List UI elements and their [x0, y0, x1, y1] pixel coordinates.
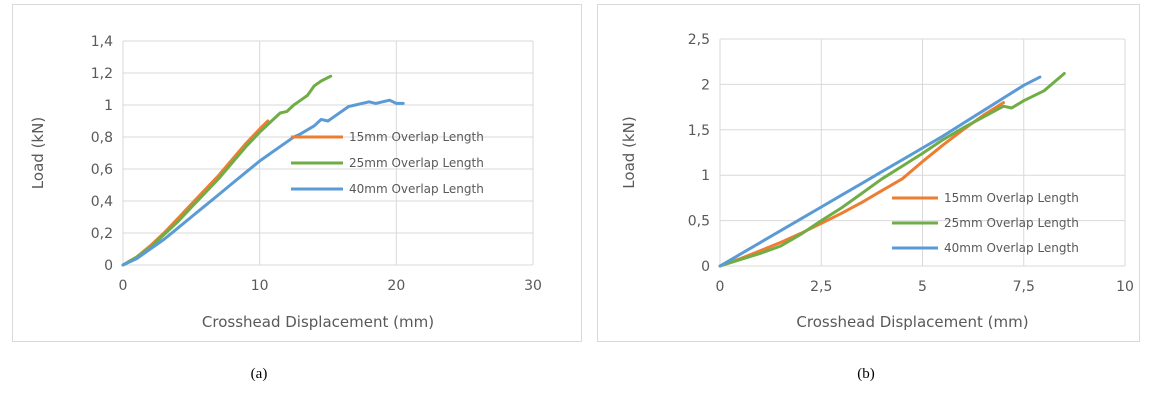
series-line-3 [121, 98, 405, 267]
series-line-3 [718, 75, 1042, 268]
y-tick-label: 0,6 [91, 162, 113, 178]
panel-label-a: (a) [250, 366, 268, 382]
gridlines [719, 38, 1126, 267]
legend-label: 15mm Overlap Length [944, 191, 1079, 205]
series-line-1 [718, 101, 1005, 268]
panel-label-b: (b) [857, 366, 875, 382]
legend-label: 25mm Overlap Length [349, 156, 484, 170]
y-axis-title: Load (kN) [29, 117, 47, 189]
series-line-1 [121, 119, 270, 267]
y-tick-label: 0,8 [91, 130, 113, 146]
legend: 15mm Overlap Length 25mm Overlap Length 40… [291, 130, 484, 196]
y-tick-label: 0,5 [688, 214, 710, 230]
y-tick-label: 2,5 [688, 32, 710, 48]
y-tick-label: 1,5 [688, 123, 710, 139]
chart-b-svg: 0 0,5 1 1,5 2 2,5 0 2,5 5 7,5 10 Crosshead Displace… [620, 32, 1134, 331]
x-tick-label: 7,5 [1013, 279, 1035, 295]
x-axis-title: Crosshead Displacement (mm) [796, 313, 1028, 331]
legend-label: 40mm Overlap Length [944, 241, 1079, 255]
y-tick-label: 0 [701, 259, 710, 275]
y-tick-label: 1 [104, 98, 113, 114]
x-tick-label: 0 [716, 279, 725, 295]
legend-label: 40mm Overlap Length [349, 182, 484, 196]
x-tick-label: 20 [387, 278, 405, 294]
x-tick-label: 5 [918, 279, 927, 295]
chart-panel-b: 0 0,5 1 1,5 2 2,5 0 2,5 5 7,5 10 Crosshead Displace… [597, 4, 1140, 342]
x-tick-label: 10 [251, 278, 269, 294]
legend-label: 25mm Overlap Length [944, 216, 1079, 230]
y-tick-label: 1,2 [91, 66, 113, 82]
x-axis-title: Crosshead Displacement (mm) [202, 313, 434, 331]
y-tick-label: 0,2 [91, 226, 113, 242]
y-tick-label: 1,4 [91, 34, 113, 50]
y-tick-label: 1 [701, 168, 710, 184]
chart-a-svg: 0 0,2 0,4 0,6 0,8 1 1,2 1,4 0 10 20 30 Crosshead Dis… [29, 34, 542, 331]
legend-label: 15mm Overlap Length [349, 130, 484, 144]
y-tick-label: 0 [104, 258, 113, 274]
y-axis-title: Load (kN) [620, 116, 638, 188]
series-line-2 [121, 74, 333, 267]
y-tick-label: 2 [701, 77, 710, 93]
series-line-2 [718, 72, 1066, 268]
y-tick-label: 0,4 [91, 194, 113, 210]
gridlines [122, 40, 534, 266]
x-tick-label: 0 [119, 278, 128, 294]
x-tick-label: 2,5 [810, 279, 832, 295]
legend: 15mm Overlap Length 25mm Overlap Length 40… [892, 191, 1079, 255]
chart-panel-a: 0 0,2 0,4 0,6 0,8 1 1,2 1,4 0 10 20 30 Crosshead Dis… [12, 4, 582, 342]
x-tick-label: 10 [1116, 279, 1134, 295]
x-tick-label: 30 [524, 278, 542, 294]
